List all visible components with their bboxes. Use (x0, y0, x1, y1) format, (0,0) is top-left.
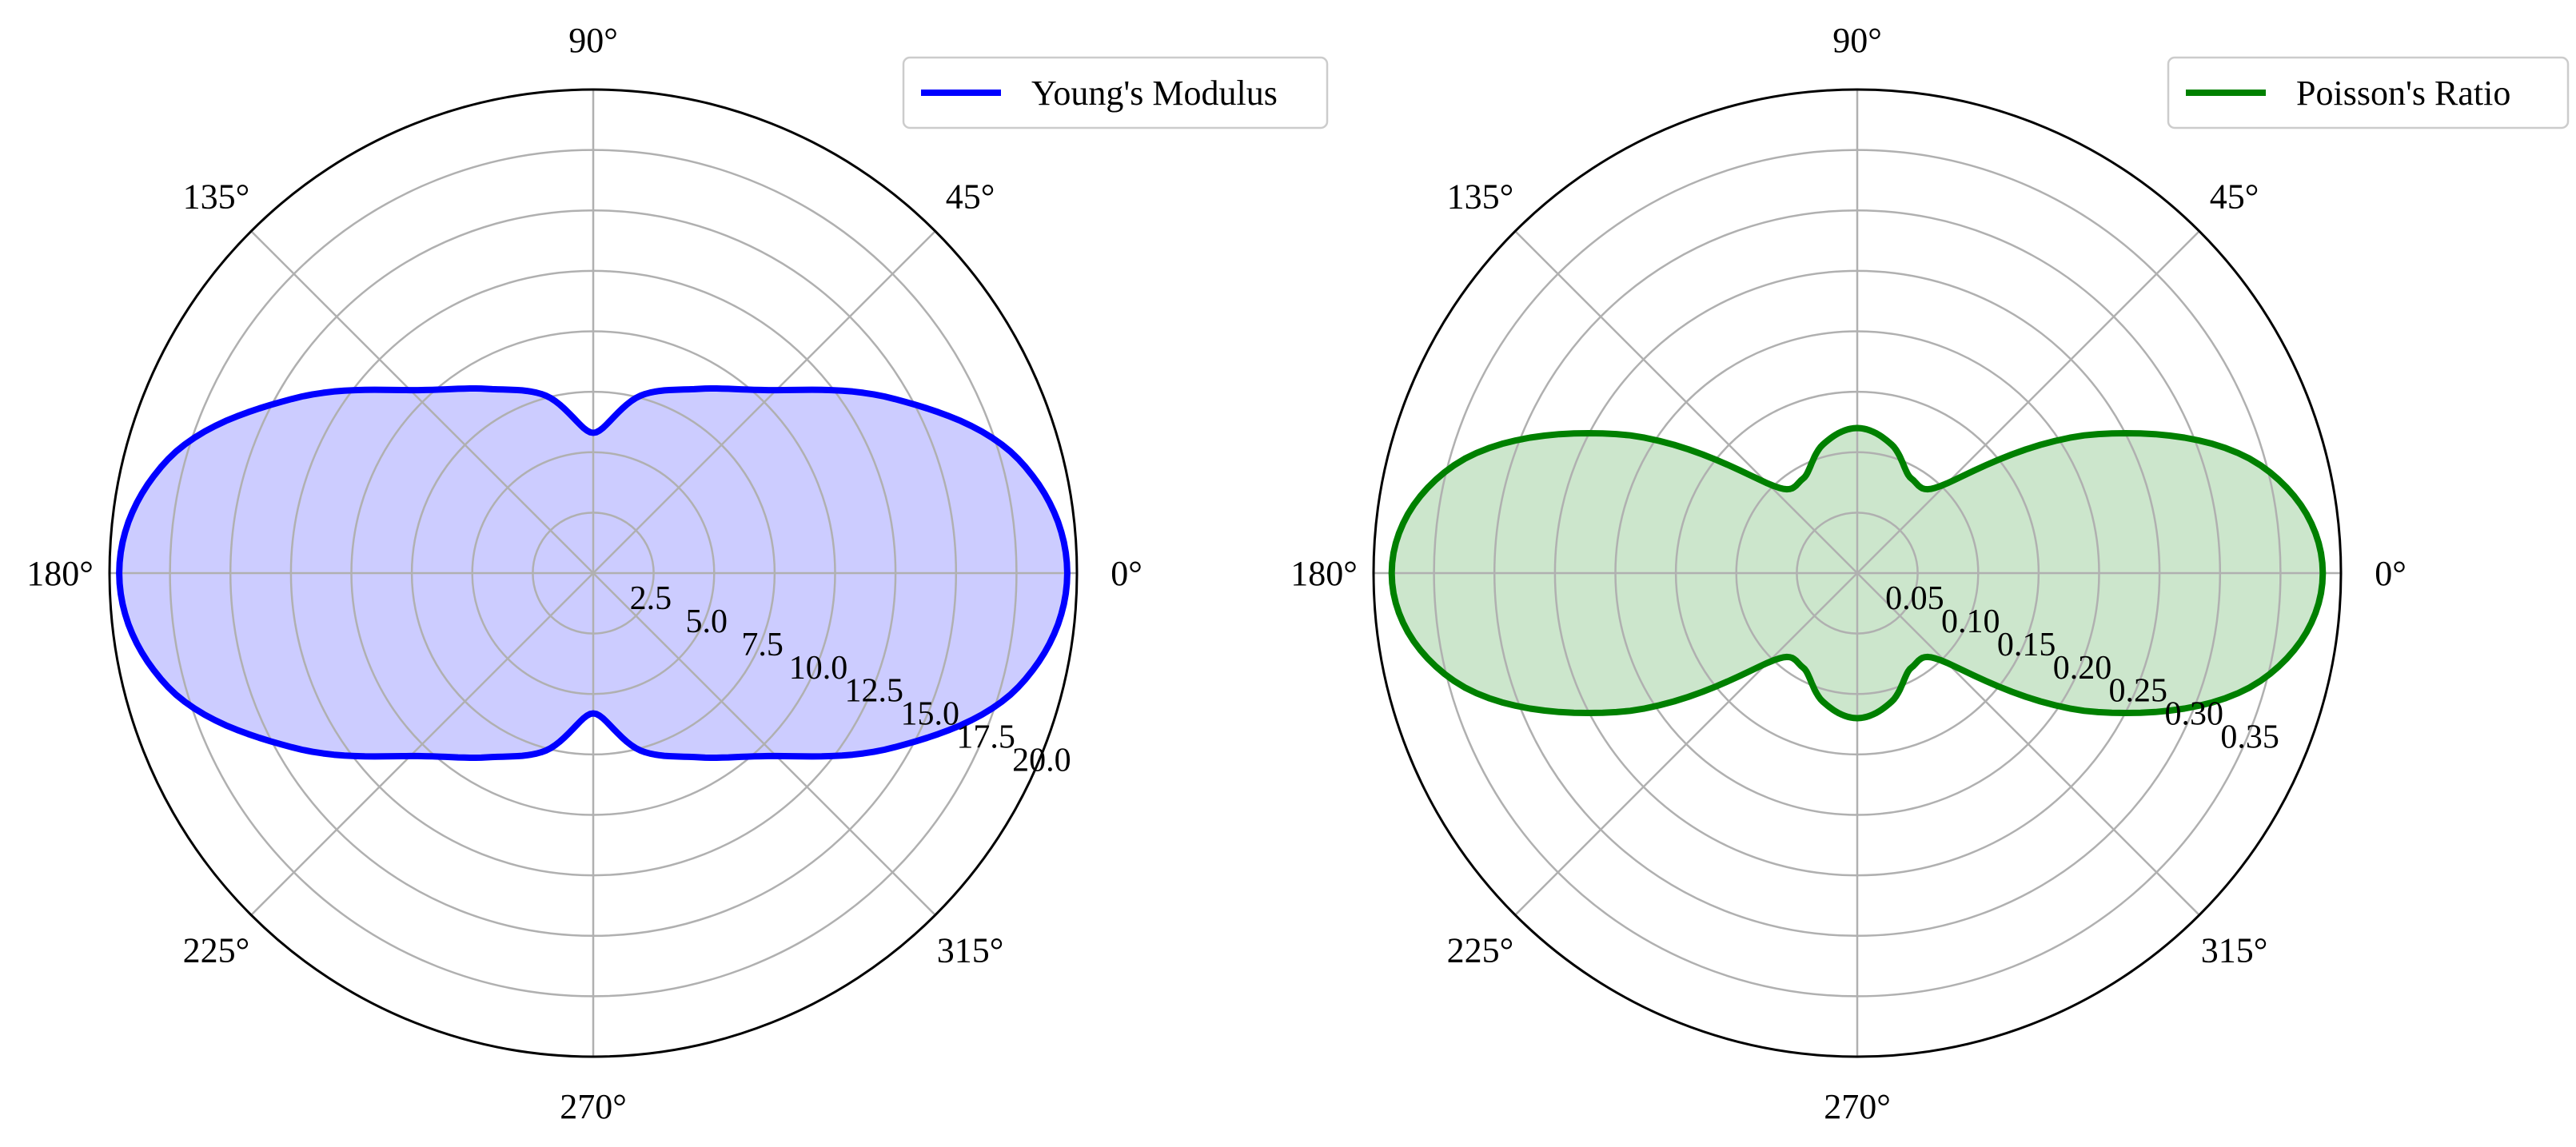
radial-tick-label: 7.5 (741, 627, 784, 663)
angular-gridline (250, 230, 594, 574)
angular-gridline (1514, 572, 1858, 916)
radial-tick-label: 0.35 (2220, 719, 2279, 756)
angle-tick-label: 270° (560, 1087, 627, 1126)
angle-tick-label: 270° (1824, 1087, 1891, 1126)
angle-tick-label: 45° (946, 177, 995, 216)
legend: Poisson's Ratio (2167, 56, 2570, 129)
angle-tick-label: 90° (568, 21, 618, 60)
angular-gridline (1856, 572, 2200, 916)
angle-tick-label: 135° (183, 177, 250, 216)
angle-tick-label: 135° (1447, 177, 1514, 216)
series-line-1 (1388, 424, 2327, 722)
radial-tick-label: 12.5 (845, 673, 904, 710)
angle-tick-label: 315° (937, 931, 1004, 970)
angle-tick-label: 315° (2201, 931, 2268, 970)
radial-tick-label: 17.5 (956, 719, 1015, 756)
angle-tick-label: 225° (1447, 931, 1514, 970)
polar-frame (108, 88, 1079, 1058)
radial-tick-label: 0.10 (1941, 603, 2000, 640)
legend-label: Poisson's Ratio (2296, 74, 2510, 113)
polar-frame (1372, 88, 2343, 1058)
angular-gridline (592, 230, 936, 574)
legend-label: Young's Modulus (1031, 74, 1278, 113)
polar-chart-1: 0° 45° 90° 135° 180° 225° 270° 315° 2.5 5.0 7.510.… (26, 21, 1329, 1126)
angle-tick-label: 180° (1290, 554, 1358, 593)
radial-tick-label: 5.0 (685, 603, 728, 640)
angle-tick-label: 0° (2375, 554, 2407, 593)
legend-box (902, 56, 1329, 129)
angular-gridline (250, 572, 594, 916)
angular-gridline (1856, 230, 2200, 574)
series-line-1 (116, 385, 1071, 761)
angle-tick-label: 45° (2210, 177, 2259, 216)
radial-tick-label: 20.0 (1012, 743, 1071, 779)
radial-tick-label: 10.0 (789, 650, 848, 687)
angle-tick-label: 225° (183, 931, 250, 970)
legend: Young's Modulus (902, 56, 1329, 129)
radial-tick-label: 2.5 (630, 580, 672, 617)
angle-tick-label: 90° (1832, 21, 1882, 60)
radial-tick-label: 0.05 (1885, 580, 1944, 617)
radial-tick-label: 0.20 (2053, 650, 2112, 687)
radial-tick-label: 0.25 (2109, 673, 2168, 710)
angular-gridline (1514, 230, 1858, 574)
legend-box (2167, 56, 2570, 129)
angle-tick-label: 0° (1111, 554, 1142, 593)
polar-chart-2: 0° 45° 90° 135° 180° 225° 270° 315° 0.050.100.15… (1290, 21, 2570, 1126)
angle-tick-label: 180° (26, 554, 94, 593)
radial-tick-label: 15.0 (900, 696, 959, 733)
radial-tick-label: 0.15 (1997, 627, 2056, 663)
angular-gridline (592, 572, 936, 916)
radial-tick-label: 0.30 (2164, 696, 2223, 733)
